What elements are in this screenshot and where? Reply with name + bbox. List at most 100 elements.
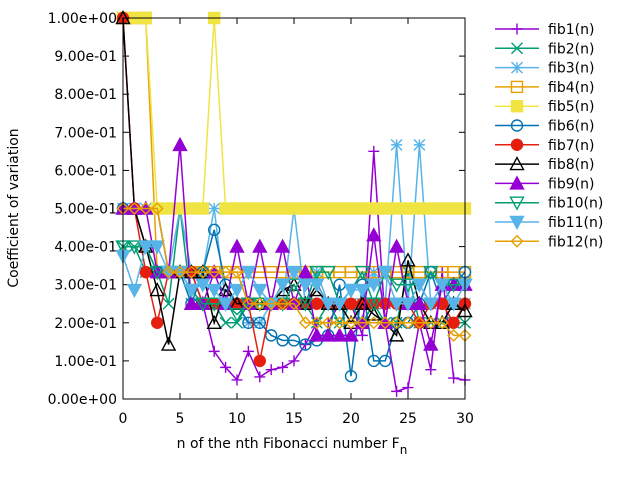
data-point [297, 278, 314, 293]
y-tick-label: 6.00e-01 [54, 163, 117, 179]
legend-item: fib9(n) [495, 175, 594, 192]
legend-label: fib1(n) [548, 22, 594, 38]
data-point [230, 202, 244, 215]
data-point [229, 238, 245, 253]
data-point [320, 297, 336, 312]
data-point [435, 316, 449, 330]
legend-marker [511, 61, 523, 74]
data-point [310, 316, 324, 330]
data-point [411, 295, 428, 310]
data-point [276, 202, 289, 215]
data-point [206, 283, 222, 299]
data-point [138, 240, 154, 255]
data-point [390, 316, 404, 330]
data-point [149, 240, 165, 255]
data-point [240, 265, 257, 281]
legend-marker [510, 99, 524, 113]
data-point [241, 297, 255, 311]
data-point [219, 316, 232, 329]
x-axis-label: n of the nth Fibonacci number Fn [177, 436, 408, 457]
data-point [447, 202, 460, 215]
data-point [356, 202, 369, 215]
data-point [276, 297, 290, 311]
data-point [354, 283, 371, 299]
data-point [253, 316, 266, 329]
data-point [367, 316, 381, 330]
legend-item: fib11(n) [495, 215, 603, 231]
data-point [208, 202, 221, 215]
data-point [183, 295, 200, 310]
legend-marker [509, 215, 525, 230]
data-point [150, 202, 164, 215]
data-point [196, 202, 210, 215]
y-tick-label: 1.00e-01 [54, 354, 117, 370]
data-point [229, 308, 245, 323]
data-point [445, 297, 462, 312]
data-point [207, 223, 221, 237]
data-point [183, 283, 200, 299]
data-point [355, 316, 369, 330]
x-axis: 0 5 10 15 20 25 30 [119, 18, 474, 427]
data-point [344, 297, 358, 310]
series-line [123, 207, 465, 337]
legend-marker [509, 175, 525, 190]
data-point [299, 338, 312, 351]
data-point [434, 278, 450, 293]
data-point [412, 316, 426, 330]
data-point [206, 297, 222, 312]
data-point [388, 297, 405, 312]
data-point [274, 278, 291, 293]
data-point [344, 202, 358, 215]
data-point [126, 240, 143, 255]
data-point [162, 202, 175, 215]
data-point [230, 265, 244, 279]
legend-marker [511, 23, 523, 35]
legend-marker [509, 156, 525, 171]
legend-item: fib8(n) [495, 156, 594, 173]
data-point [424, 316, 438, 330]
data-point [447, 316, 460, 329]
legend-label: fib9(n) [548, 176, 594, 192]
data-point [242, 345, 254, 357]
data-point [436, 202, 449, 215]
data-point [309, 265, 325, 281]
data-point [401, 316, 415, 330]
y-tick-label: 5.00e-01 [54, 202, 117, 218]
data-point [195, 297, 211, 312]
y-tick-label: 1.00e+00 [48, 11, 117, 27]
data-point [254, 371, 266, 383]
legend-item: fib4(n) [495, 80, 594, 96]
legend-item: fib5(n) [495, 99, 594, 115]
x-axis-label-subscript: n [400, 443, 408, 457]
data-point [331, 297, 348, 312]
data-point [277, 361, 289, 373]
data-point [299, 202, 312, 215]
data-point [206, 314, 222, 329]
data-point [253, 297, 267, 311]
data-point [252, 238, 268, 253]
data-point [445, 278, 462, 293]
data-point [287, 202, 301, 215]
data-point [220, 361, 232, 373]
data-point [413, 202, 426, 215]
data-point [321, 316, 335, 330]
legend-label: fib4(n) [548, 80, 594, 96]
data-point [379, 354, 392, 368]
y-tick-label: 8.00e-01 [54, 87, 117, 103]
data-point [207, 265, 221, 279]
data-point [286, 265, 302, 281]
data-point [297, 264, 314, 279]
legend-label: fib3(n) [548, 61, 594, 77]
data-point [390, 202, 403, 215]
data-point [274, 238, 291, 253]
data-point [162, 297, 175, 310]
data-point [366, 306, 382, 321]
legend-item: fib7(n) [495, 138, 594, 154]
data-point [231, 374, 243, 386]
data-point [401, 202, 415, 215]
x-tick-label: 30 [456, 411, 474, 427]
data-point [265, 202, 278, 215]
data-point [354, 265, 371, 281]
data-point [219, 265, 233, 279]
data-point [253, 202, 267, 215]
